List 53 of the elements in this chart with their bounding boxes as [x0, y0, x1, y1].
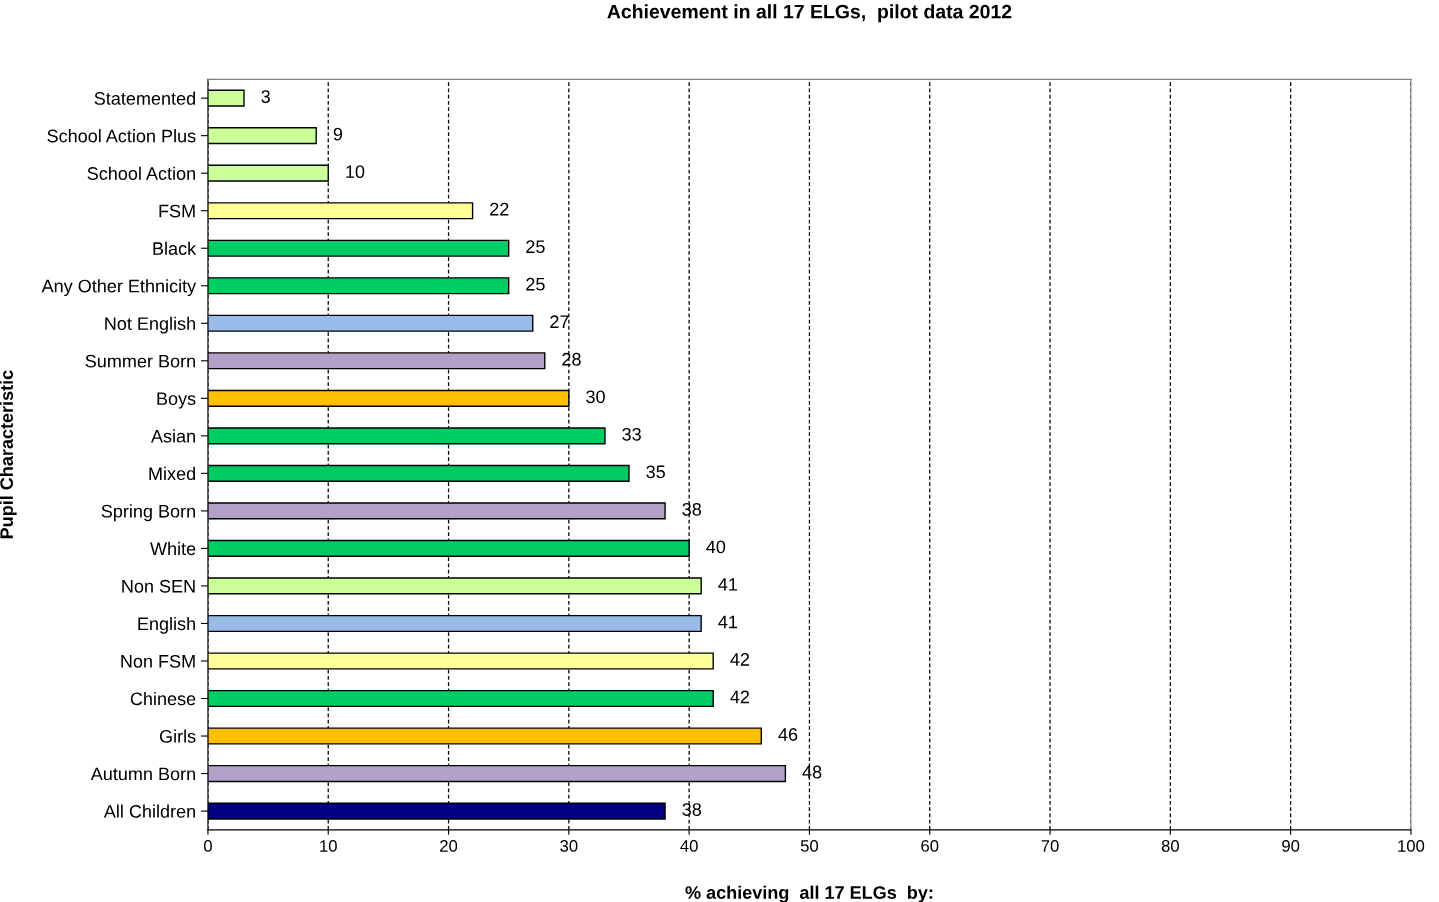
- x-tick-label: 100: [1398, 840, 1425, 852]
- data-label: 28: [562, 352, 581, 366]
- data-label: 41: [718, 615, 738, 629]
- data-label: 25: [526, 240, 545, 254]
- y-axis-title: Pupil Characteristic: [0, 370, 17, 539]
- y-tick-label: Chinese: [130, 691, 196, 706]
- y-tick-label: Boys: [157, 392, 196, 409]
- data-label: 38: [682, 502, 702, 516]
- x-tick-label: 90: [1282, 840, 1300, 852]
- y-tick-label: English: [138, 616, 195, 634]
- data-label: 42: [730, 690, 750, 704]
- y-tick-label: FSM: [159, 204, 195, 218]
- data-label: 3: [261, 90, 270, 103]
- x-tick-label: 30: [560, 840, 578, 852]
- data-label: 25: [526, 277, 545, 291]
- y-tick-label: Black: [153, 241, 197, 255]
- data-label: 22: [490, 202, 509, 216]
- y-tick-label: School Action Plus: [47, 129, 196, 143]
- y-tick-label: White: [150, 541, 196, 556]
- data-label: 9: [333, 127, 343, 141]
- x-tick-label: 40: [680, 840, 698, 852]
- y-tick-label: Mixed: [149, 466, 195, 481]
- chart-title: Achievement in all 17 ELGs, pilot data 2012: [607, 4, 1012, 23]
- x-axis-title: % achieving all 17 ELGs by:: [685, 885, 933, 902]
- x-tick-label: 0: [203, 840, 212, 852]
- data-label: 27: [550, 315, 569, 328]
- data-label: 33: [622, 427, 641, 441]
- data-label: 10: [346, 165, 365, 179]
- y-tick-label: Any Other Ethnicity: [41, 279, 197, 297]
- x-tick-label: 80: [1161, 840, 1179, 852]
- y-tick-label: Non SEN: [122, 579, 195, 593]
- y-tick-label: School Action: [87, 166, 195, 180]
- x-tick-label: 60: [921, 840, 939, 852]
- y-tick-label: Statemented: [94, 91, 195, 105]
- data-label: 35: [646, 465, 665, 479]
- y-tick-label: Not English: [105, 316, 195, 334]
- y-tick-label: Autumn Born: [90, 767, 195, 781]
- x-tick-label: 50: [800, 840, 819, 852]
- data-label: 41: [718, 578, 738, 591]
- y-tick-label: Summer Born: [85, 354, 195, 368]
- y-tick-label: Non FSM: [121, 654, 195, 668]
- data-label: 30: [586, 390, 605, 404]
- data-label: 38: [682, 803, 702, 816]
- data-label: 42: [730, 653, 750, 666]
- y-tick-label: Girls: [159, 729, 196, 743]
- y-tick-label: Asian: [151, 429, 195, 443]
- x-tick-label: 20: [440, 840, 458, 852]
- x-tick-label: 70: [1041, 840, 1059, 852]
- data-label: 40: [706, 540, 726, 554]
- data-label: 46: [778, 728, 798, 741]
- y-tick-label: Spring Born: [101, 504, 195, 522]
- x-tick-label: 10: [320, 840, 337, 852]
- y-tick-label: All Children: [103, 804, 195, 818]
